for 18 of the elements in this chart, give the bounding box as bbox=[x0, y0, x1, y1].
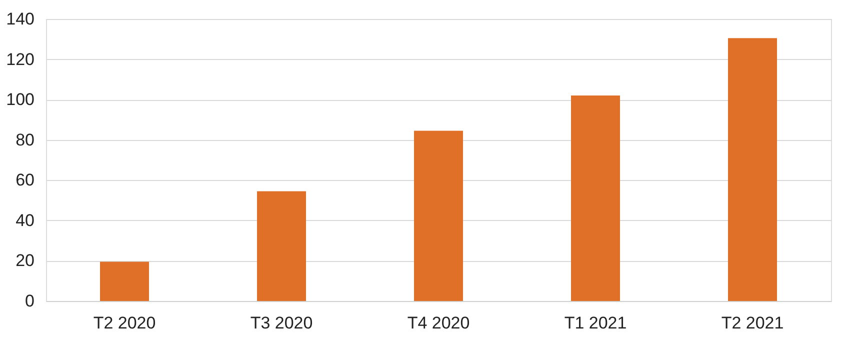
bar bbox=[414, 130, 463, 301]
bar bbox=[257, 191, 306, 301]
bar bbox=[728, 38, 777, 301]
y-tick-label: 120 bbox=[6, 50, 34, 69]
bar bbox=[571, 96, 620, 301]
x-tick-label: T1 2021 bbox=[564, 314, 627, 332]
y-tick-label: 80 bbox=[16, 130, 34, 150]
y-tick-label: 140 bbox=[6, 10, 34, 28]
x-tick-label: T2 2020 bbox=[93, 314, 156, 332]
y-tick-label: 20 bbox=[16, 251, 34, 270]
y-tick-label: 40 bbox=[16, 210, 34, 230]
x-tick-label: T3 2020 bbox=[250, 314, 313, 332]
y-tick-label: 0 bbox=[25, 292, 34, 310]
y-tick-label: 60 bbox=[16, 170, 34, 190]
x-tick-label: T4 2020 bbox=[407, 314, 470, 332]
y-tick-label: 100 bbox=[6, 90, 34, 110]
x-tick-label: T2 2021 bbox=[721, 314, 784, 332]
bar bbox=[100, 262, 149, 301]
